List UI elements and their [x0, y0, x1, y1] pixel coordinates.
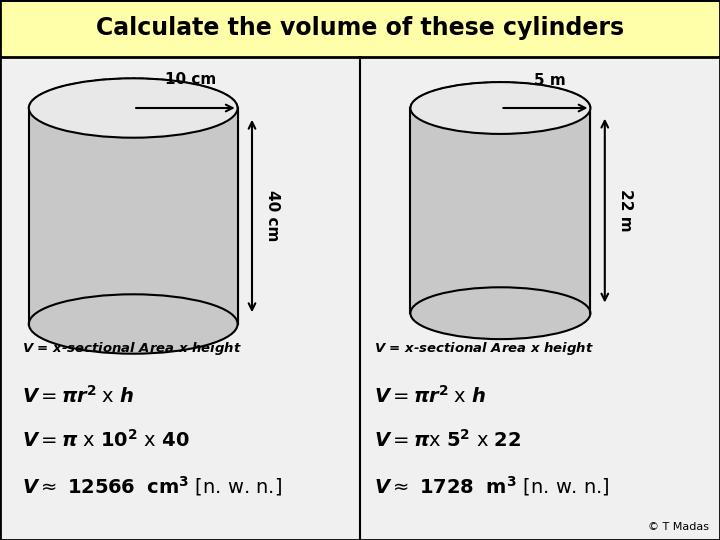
Text: $\bfit{V}$$=$$\bfit{\pi}$$\bfit{r}$$^{\mathbf{2}}$$_{\mathbf{\ }}$x $\bfit{h}$: $\bfit{V}$$=$$\bfit{\pi}$$\bfit{r}$$^{\m…	[374, 384, 487, 404]
Text: $\bfit{V}$$\approx$ $\mathbf{1728}$  $\mathbf{m^3}$ [n. w. n.]: $\bfit{V}$$\approx$ $\mathbf{1728}$ $\ma…	[374, 474, 610, 498]
Text: $\bfit{V}$$=$$\bfit{\pi}$$\bfit{r}$$^{\mathbf{2}}$$_{\mathbf{\ }}$x $\bfit{h}$: $\bfit{V}$$=$$\bfit{\pi}$$\bfit{r}$$^{\m…	[22, 384, 134, 404]
Polygon shape	[29, 108, 238, 324]
Text: 40 cm: 40 cm	[265, 190, 280, 242]
Text: 10 cm: 10 cm	[165, 72, 216, 87]
Polygon shape	[410, 108, 590, 313]
Text: © T Madas: © T Madas	[648, 522, 709, 532]
Text: $\bfit{V}$$\approx$ $\mathbf{12566}$  $\mathbf{cm^3}$ [n. w. n.]: $\bfit{V}$$\approx$ $\mathbf{12566}$ $\m…	[22, 474, 282, 498]
Text: $\bfit{V}$$=$$\bfit{\pi}$ x $\mathbf{10^2}$ x $\mathbf{40}$: $\bfit{V}$$=$$\bfit{\pi}$ x $\mathbf{10^…	[22, 429, 189, 451]
Ellipse shape	[29, 294, 238, 354]
Text: $\bfit{V}$ = x-sectional Area x height: $\bfit{V}$ = x-sectional Area x height	[22, 340, 242, 357]
FancyBboxPatch shape	[0, 0, 720, 57]
Ellipse shape	[410, 82, 590, 134]
Text: Calculate the volume of these cylinders: Calculate the volume of these cylinders	[96, 16, 624, 40]
Ellipse shape	[410, 287, 590, 339]
Text: 22 m: 22 m	[618, 190, 633, 232]
Ellipse shape	[29, 78, 238, 138]
Text: $\bfit{V}$ = x-sectional Area x height: $\bfit{V}$ = x-sectional Area x height	[374, 340, 595, 357]
Text: 5 m: 5 m	[534, 73, 566, 89]
Text: $\bfit{V}$$=$$\bfit{\pi}$x $\mathbf{5^2}$ x $\mathbf{22}$: $\bfit{V}$$=$$\bfit{\pi}$x $\mathbf{5^2}…	[374, 429, 522, 451]
